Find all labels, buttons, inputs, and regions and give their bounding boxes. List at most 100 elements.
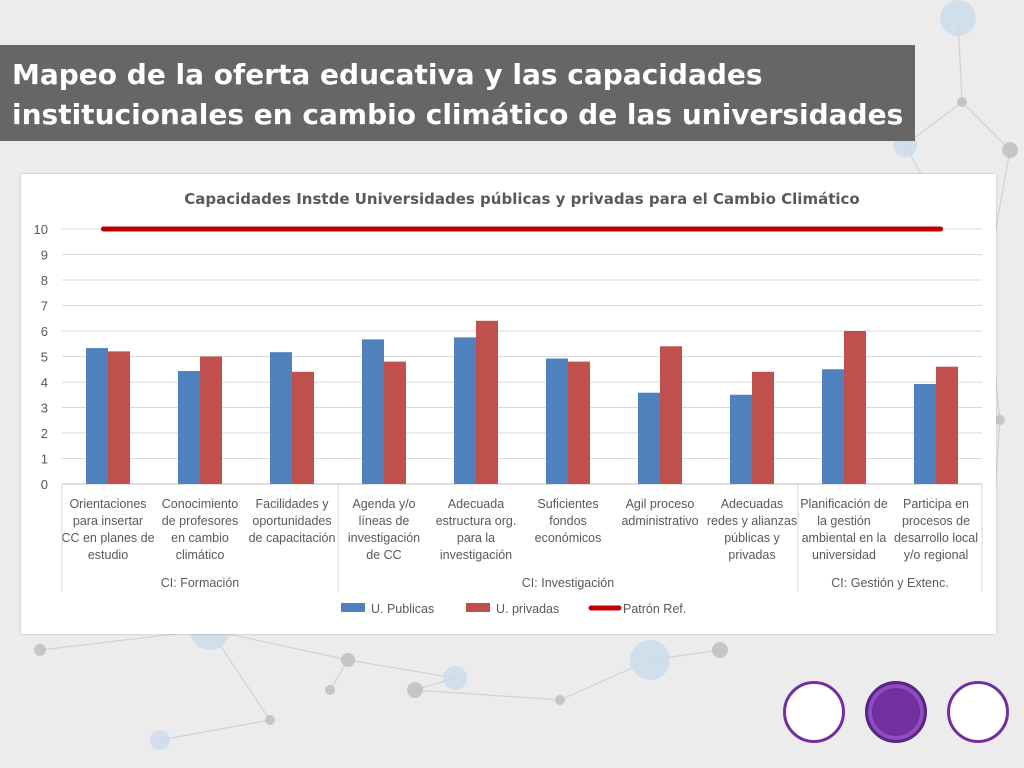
bar-u-privadas [384, 361, 406, 484]
nav-button-center[interactable] [865, 681, 927, 743]
x-tick-label: económicos [535, 531, 602, 545]
x-tick-label: ambiental en la [802, 531, 887, 545]
x-tick-label: investigación [348, 531, 420, 545]
legend-swatch [341, 603, 365, 612]
bar-u-privadas [936, 366, 958, 484]
network-node [407, 682, 423, 698]
y-tick-label: 6 [41, 324, 48, 339]
nav-button-left[interactable] [783, 681, 845, 743]
x-tick-label: oportunidades [252, 514, 331, 528]
bar-u-privadas [108, 351, 130, 484]
x-tick-label: desarrollo local [894, 531, 978, 545]
y-tick-label: 10 [34, 222, 48, 237]
legend-label: Patrón Ref. [623, 602, 686, 616]
x-tick-label: de profesores [162, 514, 238, 528]
y-tick-label: 2 [41, 426, 48, 441]
y-tick-label: 1 [41, 452, 48, 467]
x-tick-label: Suficientes [537, 497, 598, 511]
x-tick-label: la gestión [817, 514, 871, 528]
network-node [341, 653, 355, 667]
bar-chart: Capacidades Instde Universidades pública… [34, 190, 983, 616]
x-tick-label: y/o regional [904, 548, 969, 562]
chart-panel: Capacidades Instde Universidades pública… [21, 174, 996, 634]
x-tick-label: privadas [728, 548, 775, 562]
bar-u-privadas [476, 320, 498, 484]
bar-u-publicas [178, 371, 200, 484]
x-tick-label: para insertar [73, 514, 143, 528]
network-node [34, 644, 46, 656]
slide-title-line-1: Mapeo de la oferta educativa y las capac… [12, 58, 763, 91]
bar-u-publicas [546, 358, 568, 484]
x-tick-label: Adecuada [448, 497, 504, 511]
bar-u-privadas [200, 356, 222, 484]
network-link [347, 659, 456, 679]
legend-label: U. privadas [496, 602, 559, 616]
x-tick-label: Agil proceso [626, 497, 695, 511]
x-tick-label: estudio [88, 548, 128, 562]
network-node [712, 642, 728, 658]
x-tick-label: en cambio [171, 531, 229, 545]
bar-u-publicas [638, 392, 660, 484]
bar-u-privadas [292, 371, 314, 484]
y-tick-label: 0 [41, 477, 48, 492]
x-tick-label: estructura org. [436, 514, 517, 528]
network-node [630, 640, 670, 680]
x-tick-label: líneas de [359, 514, 410, 528]
network-node [150, 730, 170, 750]
x-tick-label: Agenda y/o [352, 497, 415, 511]
network-node [325, 685, 335, 695]
network-node [1002, 142, 1018, 158]
bar-u-publicas [362, 339, 384, 484]
network-node [443, 666, 467, 690]
network-node [555, 695, 565, 705]
bar-u-publicas [270, 352, 292, 484]
x-tick-label: Adecuadas [721, 497, 784, 511]
bar-u-publicas [730, 394, 752, 484]
x-tick-label: de CC [366, 548, 401, 562]
network-link [159, 719, 271, 741]
y-tick-label: 7 [41, 299, 48, 314]
x-tick-label: redes y alianzas [707, 514, 797, 528]
bar-u-publicas [822, 369, 844, 484]
x-tick-label: fondos [549, 514, 587, 528]
network-node [995, 415, 1005, 425]
bar-u-privadas [568, 361, 590, 484]
y-tick-label: 4 [41, 375, 48, 390]
legend-swatch [466, 603, 490, 612]
network-link [414, 689, 561, 701]
bar-u-publicas [86, 348, 108, 484]
x-tick-label: CC en planes de [61, 531, 154, 545]
x-tick-label: investigación [440, 548, 512, 562]
y-tick-label: 3 [41, 401, 48, 416]
x-tick-label: para la [457, 531, 495, 545]
group-label: CI: Formación [161, 576, 240, 590]
x-tick-label: Facilidades y [256, 497, 330, 511]
x-tick-label: Planificación de [800, 497, 888, 511]
bar-u-publicas [914, 384, 936, 484]
nav-button-right[interactable] [947, 681, 1009, 743]
bar-u-privadas [844, 331, 866, 484]
network-node [940, 0, 976, 36]
x-tick-label: universidad [812, 548, 876, 562]
x-tick-label: públicas y [724, 531, 780, 545]
chart-title: Capacidades Instde Universidades pública… [184, 190, 859, 208]
x-tick-label: Participa en [903, 497, 969, 511]
legend-label: U. Publicas [371, 602, 434, 616]
x-tick-label: climático [176, 548, 225, 562]
x-tick-label: de capacitación [249, 531, 336, 545]
slide-title-line-2: institucionales en cambio climático de l… [12, 98, 904, 131]
y-tick-label: 5 [41, 350, 48, 365]
network-link [209, 629, 349, 661]
x-tick-label: Conocimiento [162, 497, 238, 511]
bar-u-privadas [660, 346, 682, 484]
bar-u-publicas [454, 337, 476, 484]
x-tick-label: Orientaciones [69, 497, 146, 511]
y-tick-label: 8 [41, 273, 48, 288]
network-node [265, 715, 275, 725]
y-tick-label: 9 [41, 248, 48, 263]
bar-u-privadas [752, 371, 774, 484]
x-tick-label: procesos de [902, 514, 970, 528]
x-tick-label: administrativo [621, 514, 698, 528]
network-node [957, 97, 967, 107]
group-label: CI: Gestión y Extenc. [831, 576, 948, 590]
